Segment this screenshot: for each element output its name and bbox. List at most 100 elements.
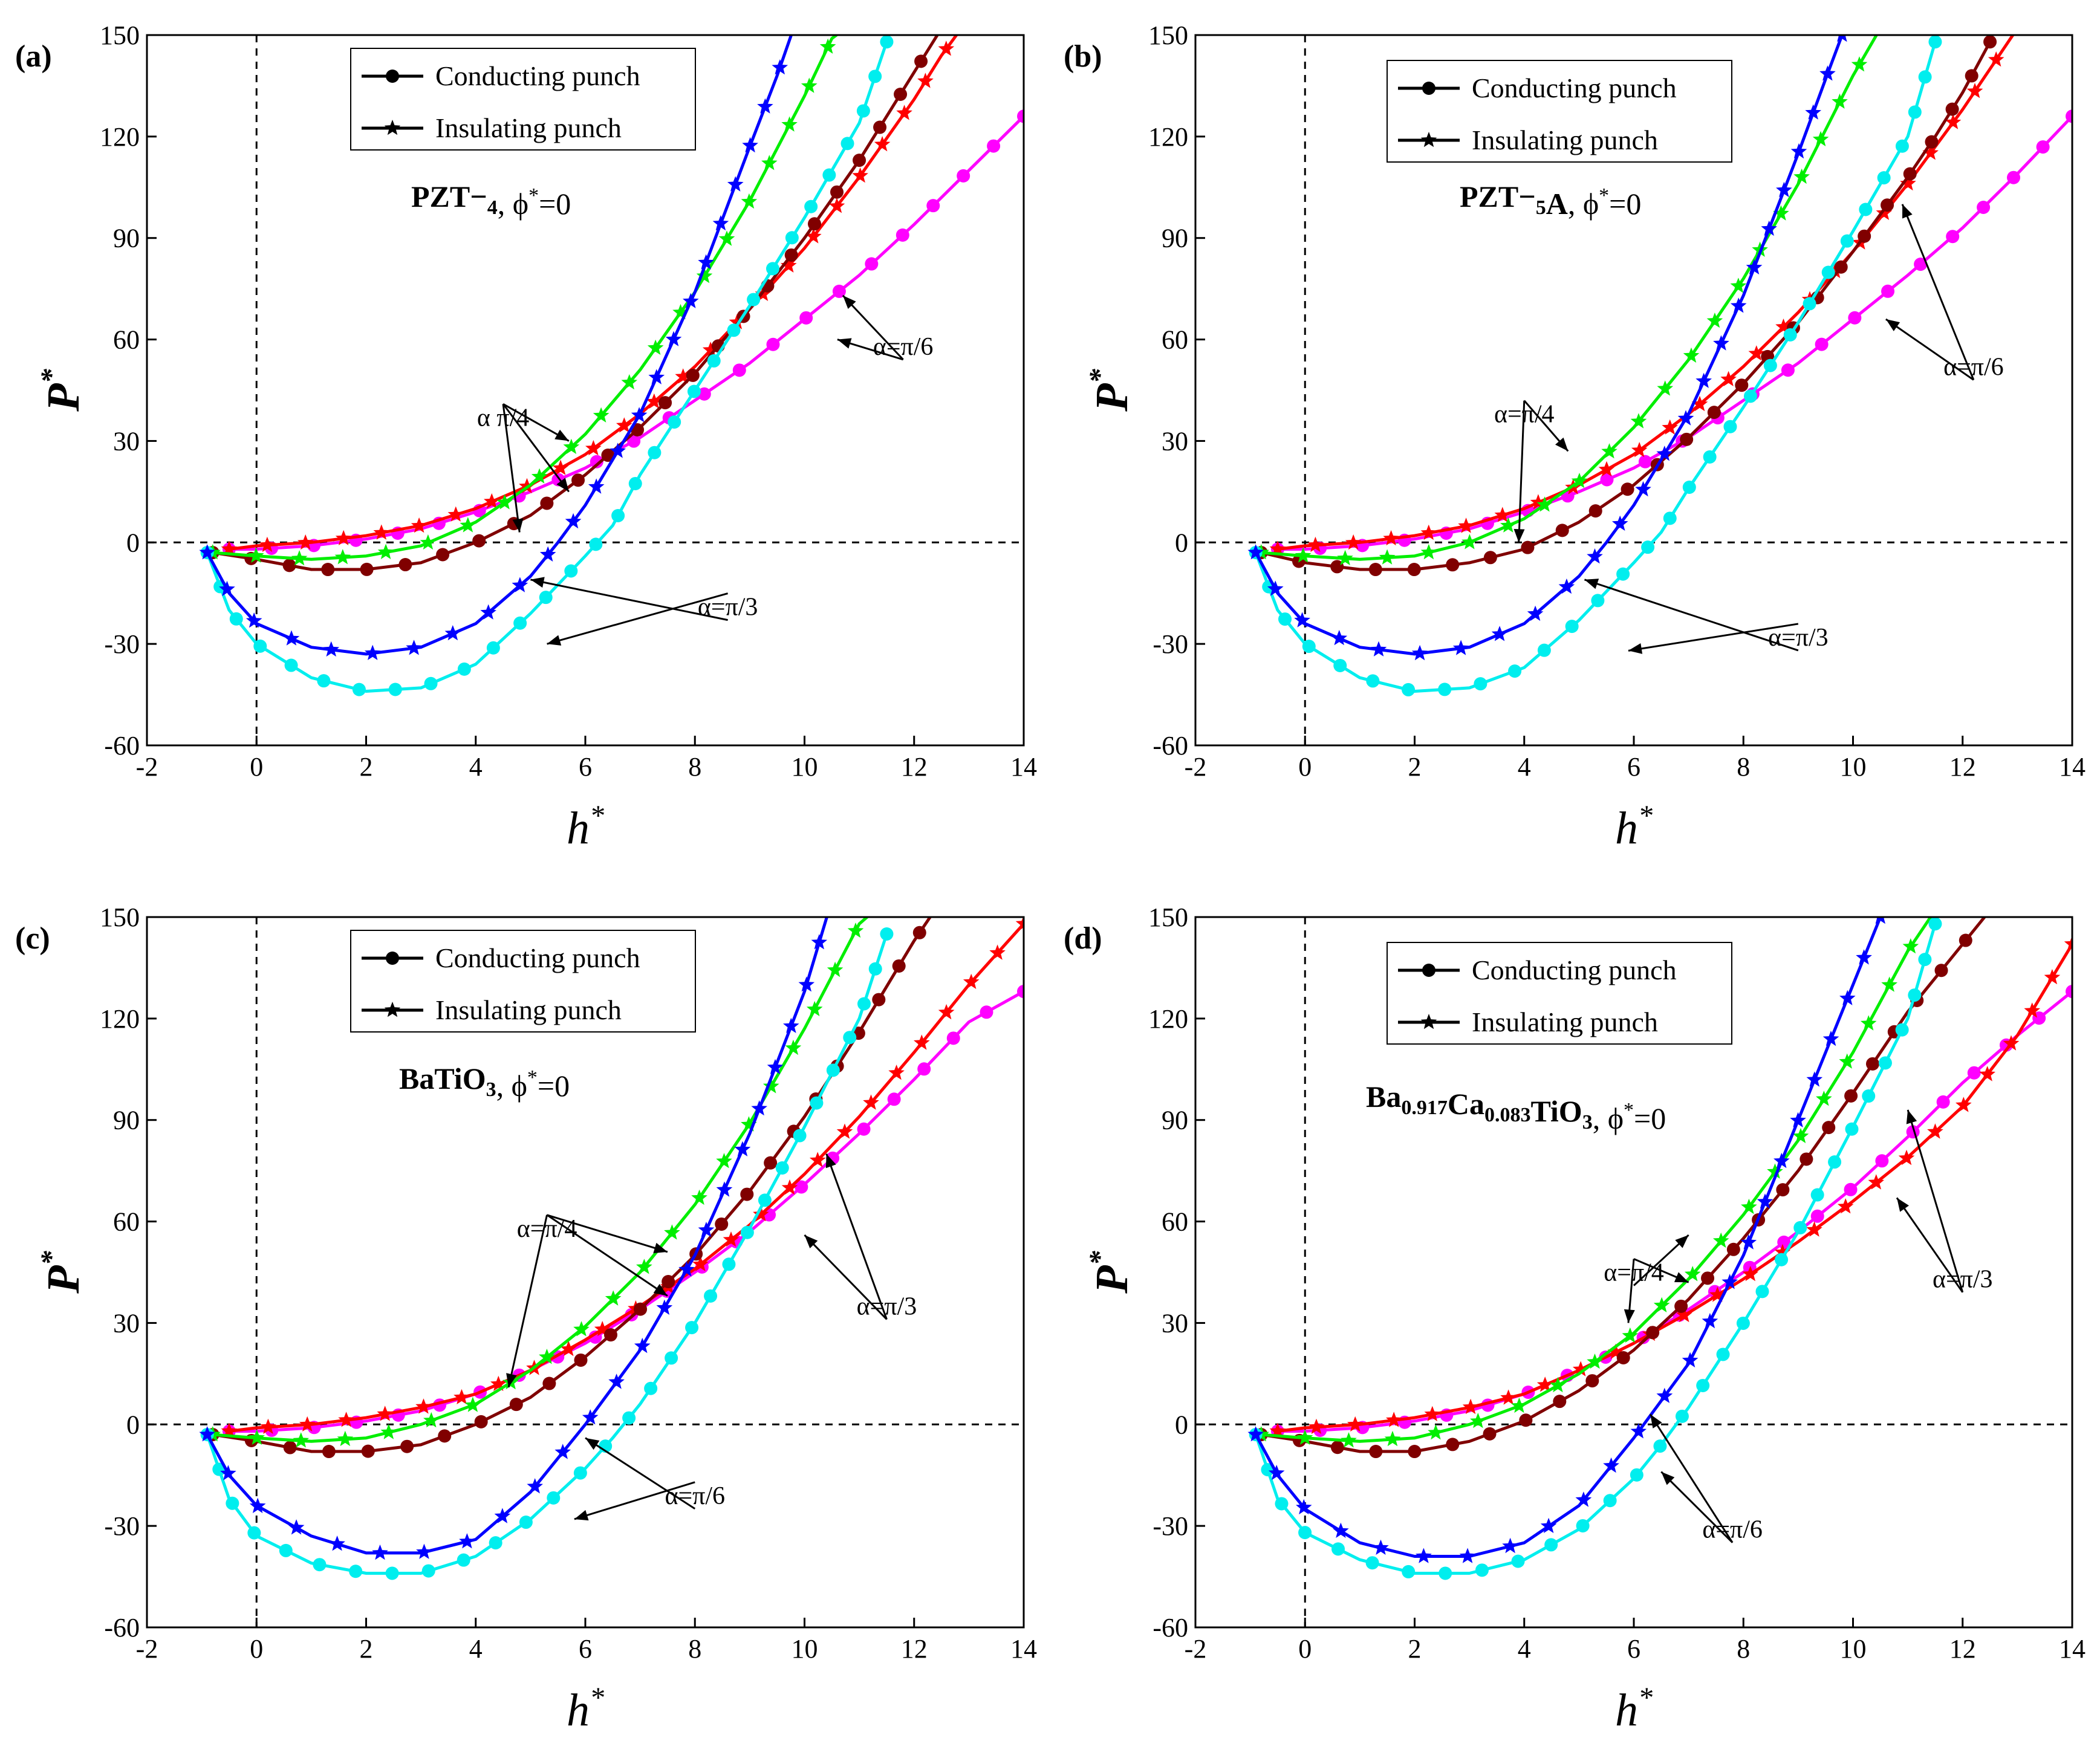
- data-point: [1553, 1395, 1567, 1409]
- annotation-arrow: [825, 1153, 888, 1320]
- data-point: [1748, 345, 1765, 361]
- y-axis-title: P*: [35, 1250, 89, 1294]
- data-point: [827, 961, 844, 978]
- data-point: [1527, 605, 1544, 621]
- data-point: [2003, 1035, 2020, 1051]
- data-point: [1424, 1406, 1441, 1421]
- data-point: [199, 1426, 215, 1442]
- data-point: [1735, 378, 1749, 392]
- annotation-arrowhead: [574, 1509, 589, 1521]
- data-point: [293, 1432, 310, 1448]
- data-point: [283, 1441, 297, 1454]
- data-point: [675, 368, 691, 384]
- data-point: [865, 257, 879, 271]
- y-tick-label: -60: [1153, 731, 1188, 760]
- data-point: [665, 331, 682, 346]
- annotation-arrowhead: [1897, 1198, 1909, 1212]
- data-point: [352, 683, 366, 696]
- data-point: [593, 407, 610, 423]
- series-group: [199, 35, 1024, 696]
- data-point: [1845, 1122, 1859, 1136]
- data-point: [1330, 1441, 1344, 1454]
- data-point: [411, 517, 428, 533]
- legend: Conducting punch Insulating punch: [1387, 60, 1732, 163]
- legend-label: Insulating punch: [1472, 125, 1658, 155]
- y-tick-label: 30: [113, 1308, 140, 1338]
- data-point: [334, 549, 351, 565]
- series-line: [212, 917, 870, 1443]
- data-point: [1475, 1563, 1489, 1577]
- annotation-arrow: [585, 1437, 696, 1510]
- material-label: Ba0.917Ca0.083TiO3, ϕ*=0: [1366, 1080, 1666, 1135]
- data-point: [987, 139, 1001, 153]
- y-tick-label: 30: [1162, 1308, 1188, 1338]
- data-point: [716, 1181, 733, 1197]
- data-point: [772, 59, 788, 75]
- y-tick-label: 90: [1162, 1106, 1188, 1135]
- annotation-arrow: [574, 1481, 695, 1520]
- data-point: [582, 1409, 599, 1425]
- data-point: [377, 1406, 393, 1421]
- data-point: [288, 1519, 305, 1535]
- data-point: [1676, 1306, 1692, 1323]
- data-point: [1895, 1023, 1909, 1037]
- data-point: [322, 1445, 336, 1459]
- data-point: [1330, 560, 1344, 574]
- data-point: [757, 98, 773, 114]
- data-point: [291, 550, 308, 566]
- data-point: [1459, 1548, 1476, 1563]
- data-point: [1928, 35, 1942, 49]
- data-point: [531, 468, 548, 484]
- data-point: [1965, 69, 1978, 83]
- data-point: [926, 199, 940, 213]
- data-point: [715, 1217, 729, 1231]
- legend-circle-marker: [1422, 964, 1435, 977]
- data-point: [1876, 204, 1893, 220]
- data-point: [1677, 410, 1694, 426]
- data-point: [494, 1508, 511, 1523]
- data-point: [420, 534, 437, 550]
- data-point: [1812, 131, 1829, 146]
- annotation-arrow: [507, 1214, 548, 1388]
- data-point: [819, 38, 836, 54]
- y-tick-label: 120: [1148, 1004, 1188, 1034]
- data-point: [1706, 313, 1723, 328]
- data-point: [1603, 1494, 1617, 1508]
- x-tick-label: 10: [792, 1634, 818, 1664]
- data-point: [874, 136, 891, 152]
- x-tick-label: 0: [250, 1634, 263, 1664]
- data-point: [1622, 1327, 1639, 1343]
- y-tick-label: -60: [104, 1613, 140, 1642]
- data-point: [648, 446, 662, 459]
- data-point: [1781, 363, 1795, 377]
- data-point: [1839, 1053, 1855, 1069]
- x-tick-label: 8: [688, 1634, 701, 1664]
- data-point: [1587, 1354, 1603, 1369]
- data-point: [605, 1290, 622, 1306]
- data-point: [1302, 640, 1316, 653]
- data-point: [716, 1153, 732, 1169]
- data-point: [464, 1396, 481, 1412]
- annotation-arrowhead: [512, 518, 524, 533]
- data-point: [259, 536, 276, 553]
- data-point: [938, 1004, 955, 1020]
- data-point: [1585, 1374, 1599, 1388]
- data-point: [1368, 563, 1382, 577]
- data-point: [1550, 1377, 1566, 1393]
- annotation-arrowhead: [530, 577, 545, 588]
- x-tick-label: -2: [1185, 1634, 1207, 1664]
- data-point: [917, 73, 934, 88]
- data-point: [1936, 1095, 1950, 1109]
- data-point: [1576, 1519, 1590, 1532]
- data-point: [1682, 1352, 1699, 1367]
- data-point: [1881, 198, 1894, 212]
- x-tick-label: 12: [1949, 752, 1976, 782]
- x-tick-label: -2: [136, 1634, 158, 1664]
- series-group: [1247, 35, 2072, 696]
- data-point: [1015, 917, 1024, 931]
- data-point: [1402, 683, 1416, 696]
- annotation-arrowhead: [554, 429, 569, 441]
- data-point: [1723, 420, 1737, 433]
- data-point: [672, 303, 689, 320]
- y-tick-label: -60: [104, 731, 140, 760]
